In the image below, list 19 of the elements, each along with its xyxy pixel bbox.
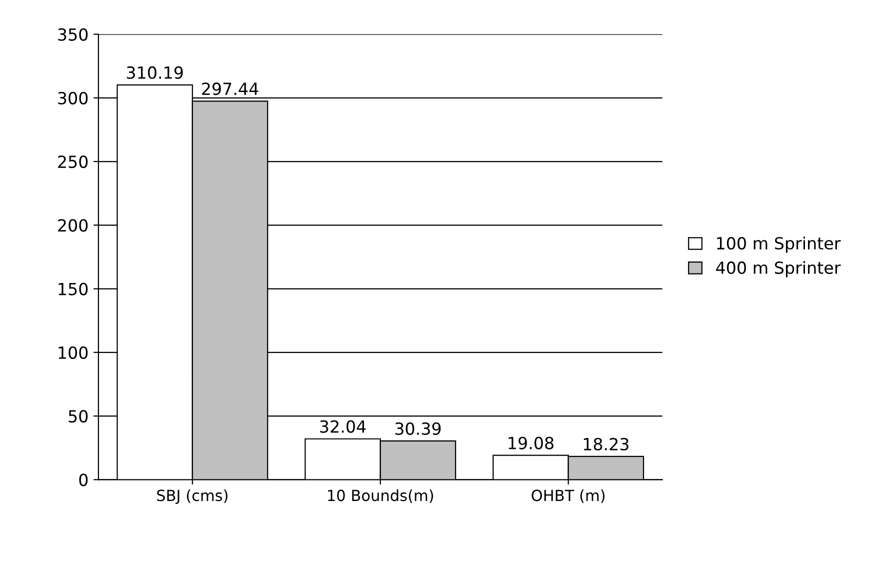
data-label: 18.23 (584, 438, 628, 450)
x-tick-label: SBJ (cms) (157, 489, 228, 504)
data-label: 32.04 (320, 420, 366, 433)
x-tick-label: OHBT (m) (532, 489, 605, 503)
data-label: 30.39 (395, 422, 441, 435)
legend-label: 400 m Sprinter (716, 261, 841, 278)
data-label: 310.19 (126, 66, 183, 79)
y-tick-label: 150 (58, 282, 88, 296)
y-tick-label: 100 (58, 346, 88, 359)
y-tick-label: 0 (79, 474, 88, 486)
data-label: 297.44 (202, 82, 258, 96)
y-tick-label: 200 (58, 219, 88, 232)
legend-label: 100 m Sprinter (717, 236, 841, 253)
data-label: 19.08 (508, 436, 554, 450)
y-tick-label: 250 (58, 155, 88, 168)
y-tick-label: 300 (58, 92, 88, 104)
x-tick-label: 10 Bounds(m) (328, 489, 434, 503)
y-tick-label: 350 (58, 28, 88, 41)
y-tick-label: 50 (68, 410, 88, 423)
